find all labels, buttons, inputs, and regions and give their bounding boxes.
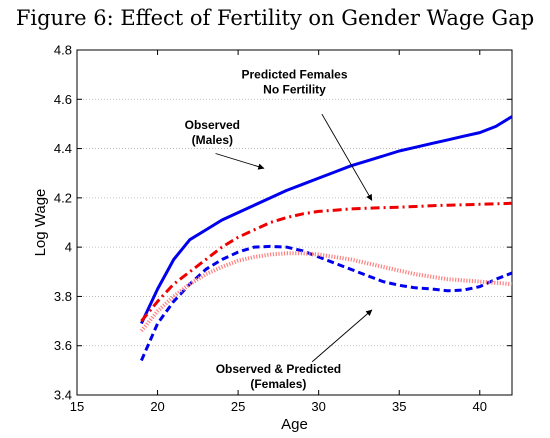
series-predicted-females bbox=[139, 251, 513, 333]
series-observed-males bbox=[140, 115, 513, 325]
annot-observed-males-line: Observed bbox=[185, 118, 240, 132]
series-predicted-females-no-fertility bbox=[140, 201, 513, 323]
y-axis-label: Log Wage bbox=[32, 189, 49, 257]
annot-observed-males-line: (Males) bbox=[192, 133, 233, 147]
y-tick-label: 4.8 bbox=[54, 43, 72, 58]
annot-observed-predicted-females: Observed & Predicted(Females) bbox=[216, 309, 373, 391]
y-tick-label: 3.8 bbox=[54, 289, 72, 304]
x-tick-label: 40 bbox=[473, 399, 487, 414]
annot-observed-predicted-females-line: Observed & Predicted bbox=[216, 362, 341, 376]
x-tick-label: 30 bbox=[311, 399, 325, 414]
y-tick-label: 4.2 bbox=[54, 190, 72, 205]
x-tick-label: 25 bbox=[231, 399, 245, 414]
annot-observed-predicted-females-arrow bbox=[311, 309, 373, 363]
x-tick-label: 35 bbox=[392, 399, 406, 414]
plot-frame bbox=[76, 49, 513, 396]
annot-observed-predicted-females-line: (Females) bbox=[250, 377, 306, 391]
x-tick-label: 20 bbox=[150, 399, 164, 414]
y-tick-label: 3.6 bbox=[54, 338, 72, 353]
x-tick-label: 15 bbox=[70, 399, 84, 414]
series-observed-females bbox=[140, 244, 513, 362]
annot-observed-males: Observed(Males) bbox=[185, 118, 265, 170]
y-tick-label: 4 bbox=[65, 240, 72, 255]
y-tick-label: 4.4 bbox=[54, 141, 72, 156]
annot-predicted-no-fertility-line: No Fertility bbox=[263, 82, 326, 96]
x-axis-label: Age bbox=[281, 416, 308, 433]
annot-observed-males-arrow bbox=[215, 153, 265, 170]
annot-predicted-no-fertility-arrow bbox=[321, 113, 373, 201]
annot-predicted-no-fertility-line: Predicted Females bbox=[241, 67, 347, 81]
figure-title: Figure 6: Effect of Fertility on Gender … bbox=[15, 6, 535, 30]
y-tick-label: 4.6 bbox=[54, 92, 72, 107]
y-tick-label: 3.4 bbox=[54, 388, 72, 403]
